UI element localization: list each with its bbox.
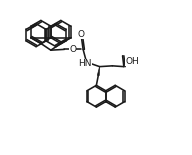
Text: HN: HN	[79, 59, 92, 68]
Text: OH: OH	[125, 57, 139, 66]
Polygon shape	[97, 67, 100, 75]
Text: O: O	[77, 31, 84, 40]
Text: O: O	[69, 45, 76, 54]
